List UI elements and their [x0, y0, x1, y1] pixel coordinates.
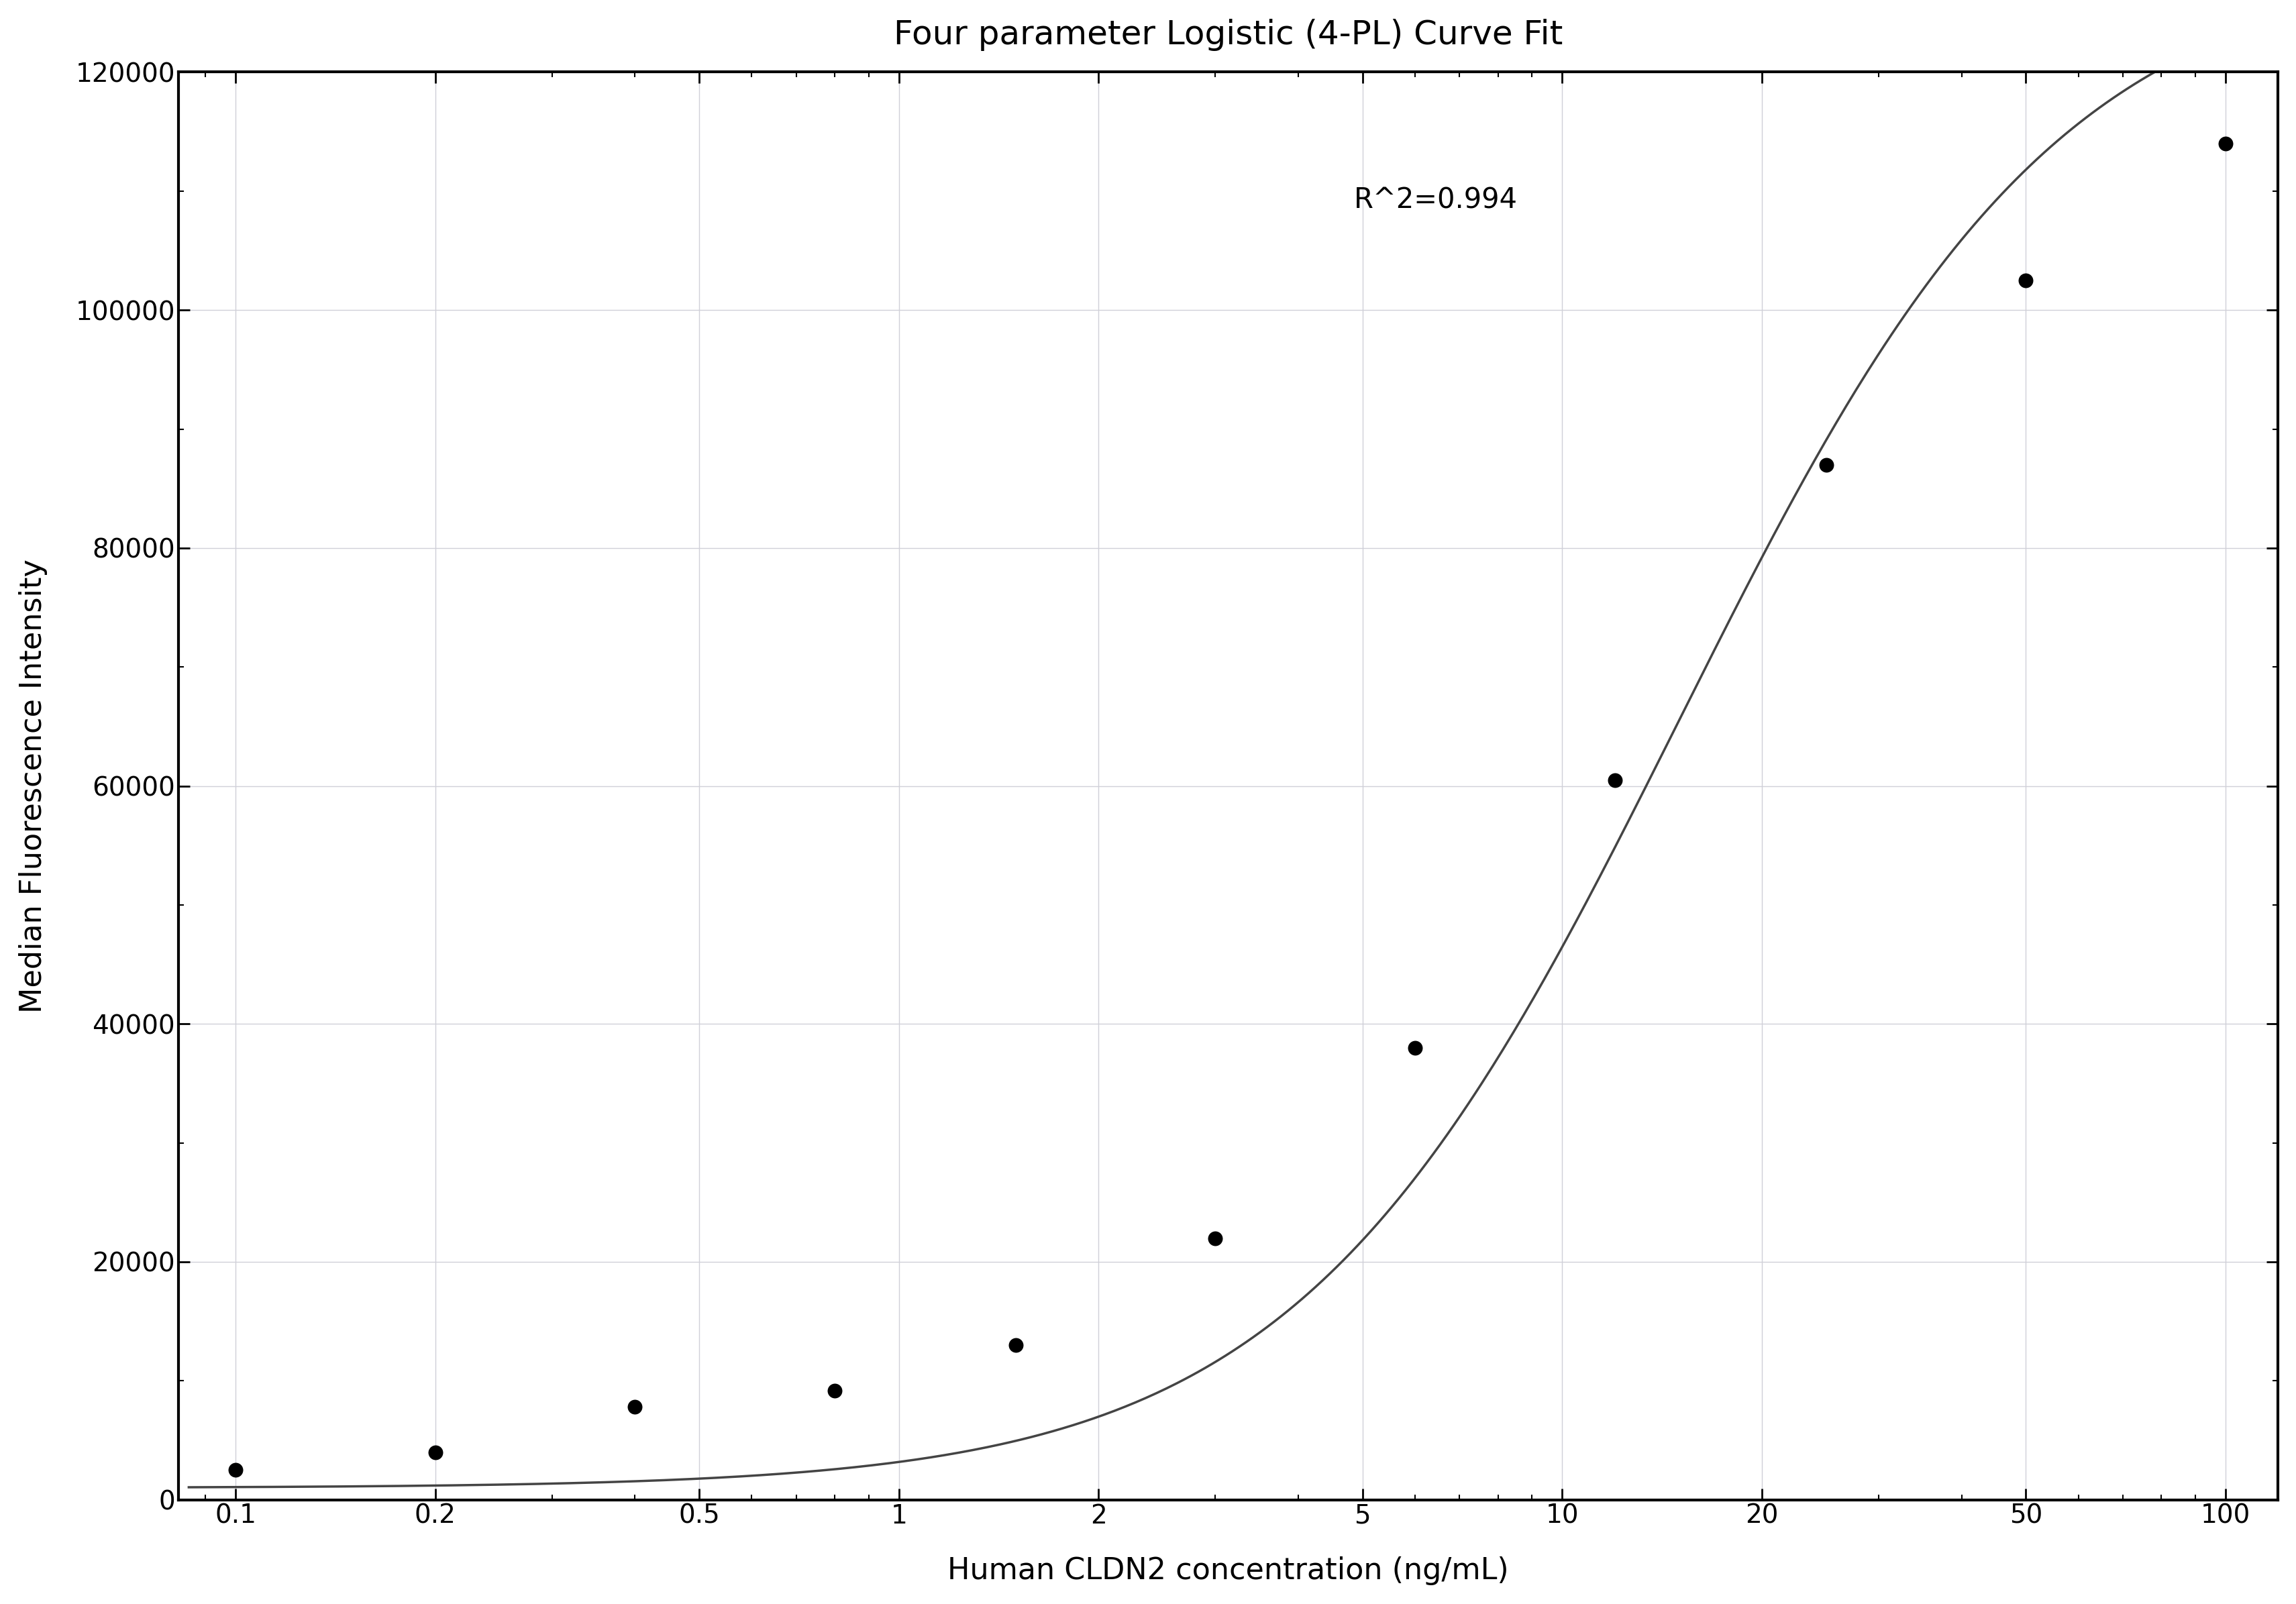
Point [1807, 452, 1844, 478]
Text: R^2=0.994: R^2=0.994 [1355, 186, 1518, 215]
Point [1196, 1225, 1233, 1251]
X-axis label: Human CLDN2 concentration (ng/mL): Human CLDN2 concentration (ng/mL) [948, 1556, 1508, 1585]
Point [2206, 130, 2243, 156]
Point [615, 1394, 652, 1420]
Point [1596, 767, 1632, 792]
Y-axis label: Median Fluorescence Intensity: Median Fluorescence Intensity [18, 558, 48, 1014]
Title: Four parameter Logistic (4-PL) Curve Fit: Four parameter Logistic (4-PL) Curve Fit [893, 19, 1561, 51]
Point [815, 1378, 852, 1404]
Point [218, 1458, 255, 1484]
Point [1396, 1035, 1433, 1060]
Point [2007, 268, 2043, 294]
Point [418, 1439, 455, 1464]
Point [996, 1333, 1033, 1359]
